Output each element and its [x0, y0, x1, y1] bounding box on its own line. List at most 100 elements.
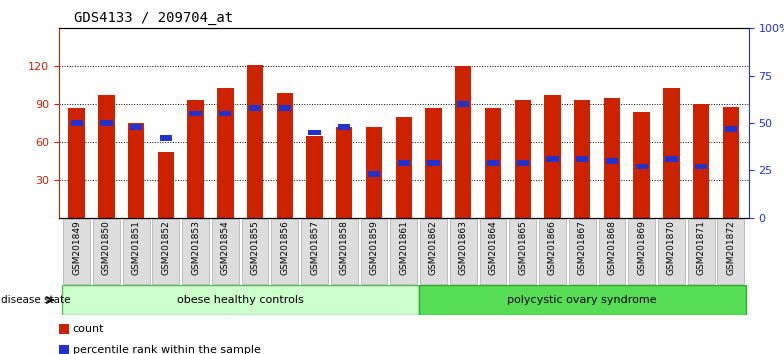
- Bar: [396, 117, 412, 218]
- Bar: [425, 108, 441, 218]
- Text: GDS4133 / 209704_at: GDS4133 / 209704_at: [74, 11, 234, 25]
- FancyBboxPatch shape: [450, 219, 477, 284]
- Bar: [249, 105, 261, 111]
- Bar: [308, 130, 321, 135]
- Bar: [576, 156, 588, 162]
- Bar: [427, 160, 440, 166]
- FancyBboxPatch shape: [539, 219, 566, 284]
- FancyBboxPatch shape: [480, 219, 506, 284]
- Bar: [485, 108, 501, 218]
- Text: GSM201869: GSM201869: [637, 221, 646, 275]
- Bar: [220, 111, 231, 116]
- Bar: [695, 164, 707, 170]
- FancyBboxPatch shape: [598, 219, 626, 284]
- FancyBboxPatch shape: [569, 219, 596, 284]
- Text: percentile rank within the sample: percentile rank within the sample: [72, 346, 260, 354]
- Bar: [277, 93, 293, 218]
- Bar: [663, 88, 680, 218]
- FancyBboxPatch shape: [331, 219, 358, 284]
- Text: polycystic ovary syndrome: polycystic ovary syndrome: [507, 295, 657, 305]
- Bar: [71, 120, 83, 126]
- Text: GSM201849: GSM201849: [72, 221, 81, 275]
- Bar: [517, 160, 529, 166]
- Text: GSM201858: GSM201858: [339, 221, 349, 275]
- Text: GSM201851: GSM201851: [132, 221, 140, 275]
- Bar: [636, 164, 648, 170]
- Bar: [190, 111, 201, 116]
- Bar: [130, 124, 142, 130]
- Text: GSM201855: GSM201855: [251, 221, 260, 275]
- Text: GSM201864: GSM201864: [488, 221, 498, 275]
- Text: GSM201865: GSM201865: [518, 221, 527, 275]
- FancyBboxPatch shape: [123, 219, 150, 284]
- Text: GSM201871: GSM201871: [697, 221, 706, 275]
- Bar: [574, 100, 590, 218]
- FancyBboxPatch shape: [628, 219, 655, 284]
- FancyBboxPatch shape: [390, 219, 417, 284]
- Bar: [59, 346, 68, 354]
- FancyBboxPatch shape: [212, 219, 238, 284]
- FancyBboxPatch shape: [271, 219, 298, 284]
- Text: disease state: disease state: [1, 295, 71, 305]
- Bar: [338, 124, 350, 130]
- FancyBboxPatch shape: [361, 219, 387, 284]
- Bar: [160, 135, 172, 141]
- Bar: [247, 65, 263, 218]
- FancyBboxPatch shape: [420, 219, 447, 284]
- Text: GSM201861: GSM201861: [399, 221, 408, 275]
- Bar: [723, 107, 739, 218]
- Text: obese healthy controls: obese healthy controls: [177, 295, 303, 305]
- Bar: [604, 98, 620, 218]
- Bar: [366, 127, 382, 218]
- Text: GSM201863: GSM201863: [459, 221, 468, 275]
- Text: GSM201862: GSM201862: [429, 221, 438, 275]
- Bar: [100, 120, 113, 126]
- FancyBboxPatch shape: [419, 285, 746, 315]
- FancyBboxPatch shape: [688, 219, 714, 284]
- Text: GSM201852: GSM201852: [162, 221, 170, 275]
- Bar: [128, 123, 144, 218]
- Text: GSM201872: GSM201872: [727, 221, 735, 275]
- FancyBboxPatch shape: [64, 219, 90, 284]
- FancyBboxPatch shape: [152, 219, 180, 284]
- Text: count: count: [72, 324, 104, 334]
- Text: GSM201866: GSM201866: [548, 221, 557, 275]
- Bar: [544, 95, 561, 218]
- Text: GSM201857: GSM201857: [310, 221, 319, 275]
- Text: GSM201850: GSM201850: [102, 221, 111, 275]
- Text: GSM201856: GSM201856: [281, 221, 289, 275]
- Bar: [158, 152, 174, 218]
- FancyBboxPatch shape: [241, 219, 268, 284]
- Bar: [336, 127, 353, 218]
- Bar: [457, 101, 470, 107]
- Bar: [187, 100, 204, 218]
- Text: GSM201867: GSM201867: [578, 221, 586, 275]
- Bar: [724, 126, 737, 132]
- Text: GSM201853: GSM201853: [191, 221, 200, 275]
- Bar: [68, 108, 85, 218]
- Bar: [666, 156, 677, 162]
- Bar: [217, 88, 234, 218]
- Bar: [368, 171, 380, 177]
- Bar: [397, 160, 410, 166]
- Bar: [307, 136, 323, 218]
- Text: GSM201868: GSM201868: [608, 221, 616, 275]
- Bar: [693, 104, 710, 218]
- Bar: [455, 66, 471, 218]
- Text: GSM201854: GSM201854: [221, 221, 230, 275]
- Bar: [98, 95, 114, 218]
- FancyBboxPatch shape: [658, 219, 684, 284]
- Bar: [278, 105, 291, 111]
- Text: GSM201859: GSM201859: [369, 221, 379, 275]
- FancyBboxPatch shape: [301, 219, 328, 284]
- FancyBboxPatch shape: [717, 219, 744, 284]
- Bar: [606, 158, 618, 164]
- Bar: [59, 324, 68, 334]
- Bar: [546, 156, 558, 162]
- FancyBboxPatch shape: [62, 285, 419, 315]
- Bar: [514, 100, 531, 218]
- Bar: [633, 112, 650, 218]
- Text: GSM201870: GSM201870: [667, 221, 676, 275]
- Bar: [487, 160, 499, 166]
- FancyBboxPatch shape: [182, 219, 209, 284]
